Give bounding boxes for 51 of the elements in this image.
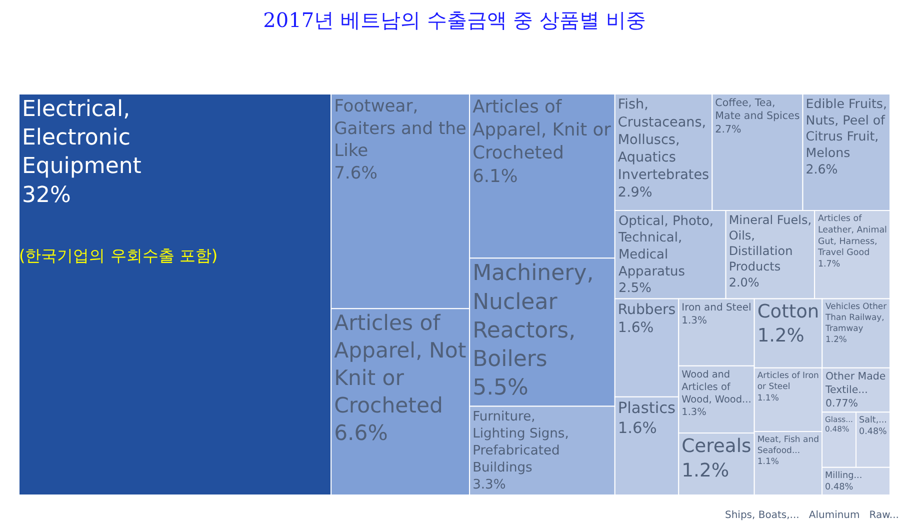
data-label: 1.1%: [757, 456, 779, 467]
text: 2017년 베트남의 수출금액 중 상품별 비중: [263, 8, 646, 32]
text: Ships, Boats,... Aluminum Raw...: [725, 510, 899, 521]
data-label: 0.48%: [825, 482, 854, 493]
data-label: 6.6%: [334, 420, 388, 446]
category-label: Milling...: [825, 471, 862, 482]
data-label: 1.2%: [682, 460, 730, 482]
category-label: Edible Fruits, Nuts, Peel of Citrus Fruit, Melons: [806, 96, 887, 160]
category-label: Articles of Iron or Steel: [757, 371, 819, 392]
data-label: 3.3%: [472, 477, 506, 492]
data-label: 1.3%: [682, 315, 707, 326]
data-label: 6.1%: [472, 166, 518, 187]
category-label: Articles of Apparel, Not Knit or Crocheted: [334, 310, 466, 418]
data-label: 2.0%: [728, 275, 760, 290]
data-label: 32%: [22, 182, 71, 208]
category-label: Iron and Steel: [682, 302, 752, 314]
category-label: Electrical, Electronic Equipment: [22, 97, 142, 180]
data-label: 5.5%: [472, 376, 528, 401]
category-label: Meat, Fish and Seafood...: [757, 434, 819, 456]
category-label: Mineral Fuels, Oils, Distillation Products: [728, 212, 812, 274]
category-label: Articles of Leather, Animal Gut, Harness, Travel Good: [816, 214, 887, 258]
data-label: 1.6%: [618, 419, 657, 438]
category-label: Cotton: [757, 302, 820, 323]
data-label: 0.77%: [825, 397, 858, 410]
category-label: Coffee, Tea, Mate and Spices: [715, 96, 800, 122]
category-label: Wood and Articles of Wood, Wood...: [682, 369, 752, 406]
data-label: 1.1%: [757, 393, 779, 404]
data-label: 0.48%: [859, 427, 887, 438]
data-label: 1.2%: [757, 326, 804, 347]
category-label: Other Made Textile...: [824, 370, 886, 396]
data-label: 2.5%: [618, 281, 652, 296]
category-label: Cereals: [682, 436, 752, 458]
text: (한국기업의 우회수출 포함): [19, 246, 218, 265]
category-label: Fish, Crustaceans, Molluscs, Aquatics Invertebrates: [618, 96, 710, 184]
data-label: 7.6%: [334, 163, 378, 184]
data-label: 1.2%: [826, 334, 847, 344]
data-label: 2.7%: [715, 124, 742, 136]
category-label: Plastics: [618, 399, 676, 418]
category-label: Machinery, Nuclear Reactors, Boilers: [472, 261, 594, 372]
data-label: 2.9%: [618, 184, 652, 201]
category-label: Footwear, Gaiters and the Like: [334, 96, 466, 162]
category-label: Salt,...: [859, 416, 887, 426]
category-label: Furniture, Lighting Signs, Prefabricated Buildings: [472, 409, 569, 476]
data-label: 2.6%: [806, 161, 838, 176]
category-label: Rubbers: [618, 302, 676, 318]
category-label: Optical, Photo, Technical, Medical Apparatus: [617, 214, 714, 280]
category-label: Articles of Apparel, Knit or Crocheted: [472, 96, 612, 164]
data-label: 1.6%: [618, 320, 654, 336]
category-label: Vehicles Other Than Railway, Tramway: [824, 300, 888, 333]
data-label: 1.3%: [682, 407, 706, 418]
data-label: 1.7%: [818, 259, 840, 270]
